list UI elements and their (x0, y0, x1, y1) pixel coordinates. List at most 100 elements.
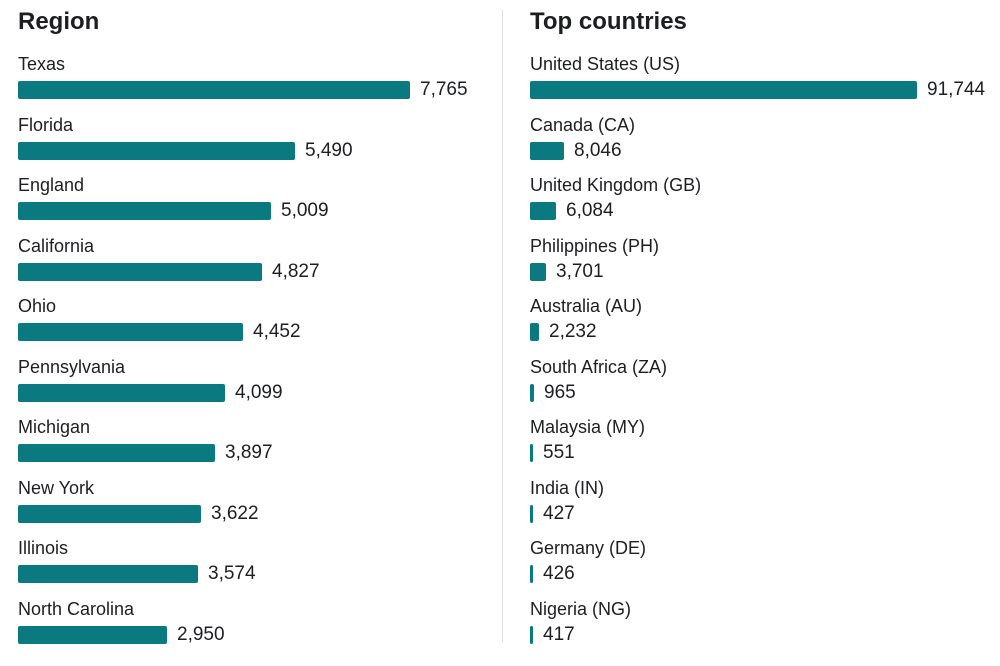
value-label: 417 (543, 623, 575, 645)
value-label: 6,084 (566, 200, 614, 221)
value-label: 4,827 (272, 260, 320, 282)
bar-row: Australia (AU) 2,232 (530, 296, 990, 352)
bar-line: 7,765 (18, 79, 468, 100)
bar-row: Philippines (PH) 3,701 (530, 236, 990, 292)
category-label: Malaysia (MY) (530, 417, 646, 437)
bar-line: 417 (530, 623, 575, 645)
value-label: 2,232 (549, 321, 597, 342)
category-label: Ohio (18, 296, 57, 316)
bar-row: United States (US) 91,744 (530, 54, 990, 110)
value-label: 427 (543, 502, 575, 524)
bar (18, 383, 225, 402)
bar-line: 3,897 (18, 442, 273, 463)
bar-line: 91,744 (530, 79, 986, 100)
bar-row: Canada (CA) 8,046 (530, 115, 990, 171)
value-label: 4,099 (235, 381, 283, 403)
category-label: Australia (AU) (530, 296, 643, 316)
bar-row: Nigeria (NG) 417 (530, 599, 990, 655)
bar-row: South Africa (ZA) 965 (530, 357, 990, 413)
bar-line: 4,099 (18, 381, 283, 403)
bar (530, 444, 533, 462)
bar-row: Texas 7,765 (18, 54, 488, 110)
value-label: 7,765 (420, 79, 468, 100)
bar (530, 323, 539, 341)
value-label: 551 (543, 442, 575, 463)
value-label: 3,897 (225, 442, 273, 463)
bar (18, 81, 410, 99)
category-label: India (IN) (530, 477, 605, 498)
bar (530, 202, 556, 220)
bar (18, 565, 198, 583)
bar-row: India (IN) 427 (530, 478, 990, 534)
bar-row: Ohio 4,452 (18, 296, 488, 352)
bar (530, 141, 564, 160)
panel-divider (502, 10, 503, 642)
category-label: Florida (18, 114, 74, 135)
bar (530, 262, 546, 281)
value-label: 3,622 (211, 502, 259, 524)
category-label: Philippines (PH) (530, 235, 660, 256)
category-label: Michigan (18, 417, 91, 437)
bar-line: 2,232 (530, 321, 597, 342)
bar-line: 5,009 (18, 200, 329, 221)
category-label: California (18, 235, 95, 256)
bar-line: 426 (530, 563, 575, 584)
bar (530, 565, 533, 583)
bar-line: 8,046 (530, 139, 622, 161)
value-label: 91,744 (927, 79, 986, 100)
bar-row: Pennsylvania 4,099 (18, 357, 488, 413)
bar-line: 427 (530, 502, 575, 524)
category-label: Pennsylvania (18, 356, 126, 377)
top-countries-panel: Top countries United States (US) 91,744 Ca… (530, 0, 990, 666)
bar-line: 3,701 (530, 260, 604, 282)
value-label: 5,009 (281, 200, 329, 221)
category-label: United Kingdom (GB) (530, 175, 702, 195)
category-label: Germany (DE) (530, 538, 647, 558)
bar (18, 504, 201, 523)
bar (18, 323, 243, 341)
bar-line: 2,950 (18, 623, 225, 645)
bar-row: Germany (DE) 426 (530, 538, 990, 594)
bar-line: 3,622 (18, 502, 259, 524)
bar-row: Florida 5,490 (18, 115, 488, 171)
value-label: 2,950 (177, 623, 225, 645)
bar (18, 202, 271, 220)
bar-line: 6,084 (530, 200, 614, 221)
bar (18, 141, 295, 160)
value-label: 4,452 (253, 321, 301, 342)
bar-row: England 5,009 (18, 175, 488, 231)
bar-line: 4,827 (18, 260, 320, 282)
bar-row: California 4,827 (18, 236, 488, 292)
bar (530, 504, 533, 523)
category-label: New York (18, 477, 95, 498)
category-label: South Africa (ZA) (530, 356, 668, 377)
category-label: United States (US) (530, 54, 681, 74)
value-label: 8,046 (574, 139, 622, 161)
value-label: 5,490 (305, 139, 353, 161)
category-label: Nigeria (NG) (530, 598, 632, 619)
value-label: 965 (544, 381, 576, 403)
bar (530, 81, 917, 99)
value-label: 426 (543, 563, 575, 584)
bar-row: New York 3,622 (18, 478, 488, 534)
bar-row: Malaysia (MY) 551 (530, 417, 990, 473)
value-label: 3,701 (556, 260, 604, 282)
bar-line: 551 (530, 442, 575, 463)
bar (18, 625, 167, 644)
bar (18, 262, 262, 281)
bar-line: 4,452 (18, 321, 301, 342)
region-title: Region (18, 8, 100, 35)
bar-line: 3,574 (18, 563, 256, 584)
category-label: England (18, 175, 85, 195)
bar-line: 965 (530, 381, 576, 403)
bar-row: Illinois 3,574 (18, 538, 488, 594)
bar-row: United Kingdom (GB) 6,084 (530, 175, 990, 231)
bar-row: Michigan 3,897 (18, 417, 488, 473)
bar (530, 383, 534, 402)
bar-row: North Carolina 2,950 (18, 599, 488, 655)
category-label: Illinois (18, 538, 69, 558)
bar (18, 444, 215, 462)
category-label: Texas (18, 54, 66, 74)
top-countries-title: Top countries (530, 8, 687, 35)
